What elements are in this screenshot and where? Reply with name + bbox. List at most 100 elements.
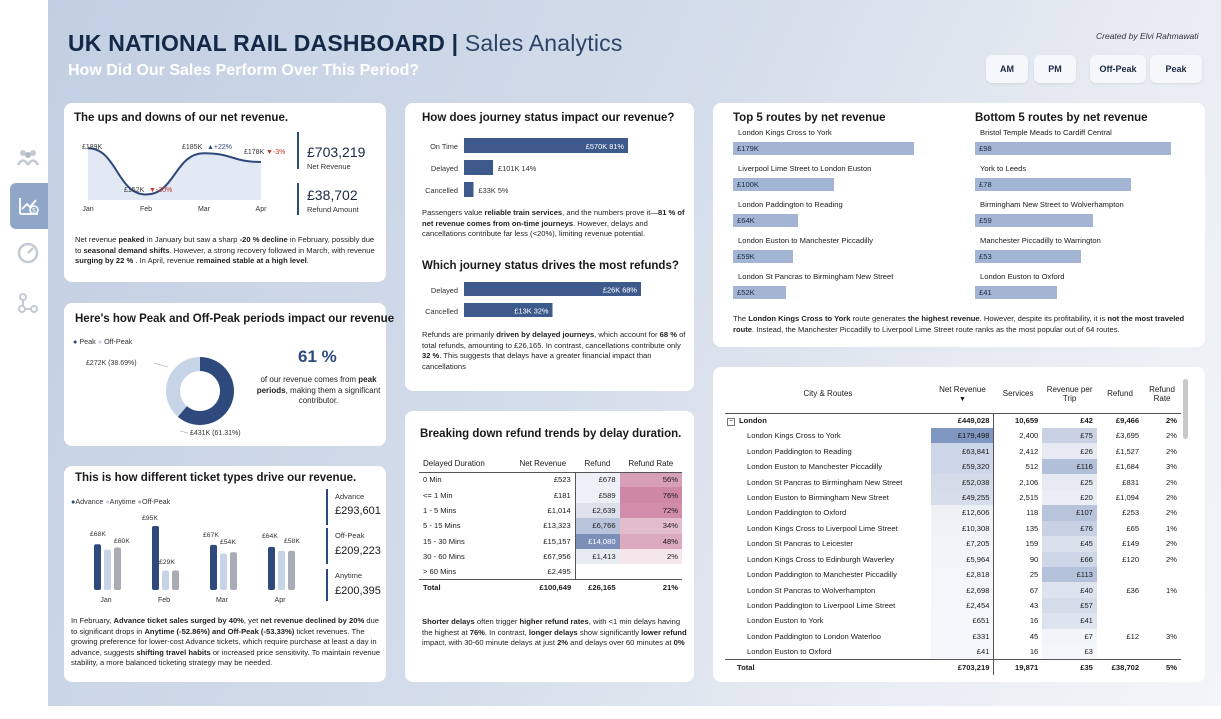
services-cell: 2,412 <box>1019 446 1039 456</box>
table-row[interactable]: London Euston to Oxford £41 16 £3 <box>725 644 1181 660</box>
route-cell: London Paddington to Liverpool Lime Stre… <box>747 601 896 611</box>
route-bar <box>733 250 793 263</box>
revenue-card-title: The ups and downs of our net revenue. <box>74 112 289 124</box>
group-name-cell[interactable]: − London <box>727 415 767 426</box>
delay-insight-text: Shorter delays often trigger higher refu… <box>422 617 687 647</box>
net-revenue-cell: £651 <box>930 613 995 629</box>
refund-rate-cell: 2% <box>1166 431 1177 441</box>
refund-cell: £1,684 <box>1115 462 1140 472</box>
status-bar <box>464 138 628 153</box>
table-row[interactable]: London Paddington to Manchester Piccadil… <box>725 566 1181 583</box>
gauge-icon <box>17 242 39 264</box>
bar-value-label: £60K <box>114 538 130 545</box>
table-row[interactable]: London St Pancras to Leicester £7,205 159 £… <box>725 536 1181 552</box>
anytime-kpi-value: £200,395 <box>335 585 381 597</box>
table-row[interactable]: London St Pancras to Birmingham New Stre… <box>725 474 1181 490</box>
route-bar <box>733 178 835 191</box>
filter-peak-button[interactable]: Peak <box>1150 55 1202 83</box>
bar-value-label: £64K <box>262 533 278 540</box>
x-tick-label: Feb <box>140 206 152 213</box>
refund-cell <box>1097 598 1143 613</box>
table-row[interactable]: London Kings Cross to Liverpool Lime Str… <box>725 520 1181 537</box>
bar-advance-feb <box>152 526 159 590</box>
net-revenue-cell: £2,818 <box>930 566 995 583</box>
filter-am-button[interactable]: AM <box>986 55 1028 83</box>
change-label: ▲+22% <box>207 144 232 151</box>
col-header-revenue-per-trip[interactable]: Revenue per Trip <box>1046 384 1093 403</box>
group-row-london[interactable]: − London £449,028 10,659 £42 £9,466 2% <box>725 413 1181 428</box>
revenue-per-trip-cell: £75 <box>1042 428 1097 444</box>
peak-card-title: Here's how Peak and Off-Peak periods imp… <box>75 313 395 325</box>
col-header-refund[interactable]: Refund <box>1107 389 1133 399</box>
refund-cell: £589 <box>575 487 620 503</box>
collapse-toggle-icon[interactable]: − <box>727 417 735 426</box>
bar-anytime-jan <box>104 549 111 590</box>
col-header-services[interactable]: Services <box>1002 389 1034 399</box>
status-card: How does journey status impact our reven… <box>405 103 694 391</box>
table-row[interactable]: London Euston to York £651 16 £41 <box>725 613 1181 629</box>
refund-rate-cell <box>1143 598 1181 613</box>
revenue-insight-text: Net revenue peaked in January but saw a … <box>75 235 375 265</box>
table-row[interactable]: London Paddington to London Waterloo £331… <box>725 628 1181 645</box>
total-cell: Total <box>737 662 755 672</box>
col-header-city[interactable]: City & Routes <box>803 389 853 399</box>
route-cell: London Euston to Manchester Piccadilly <box>747 462 883 472</box>
anytime-kpi-label: Anytime <box>335 571 363 580</box>
filter-pm-button[interactable]: PM <box>1034 55 1076 83</box>
table-row[interactable]: London Euston to Birmingham New Street £4… <box>725 489 1181 506</box>
table-row[interactable]: London Kings Cross to Edinburgh Waverley… <box>725 551 1181 567</box>
table-row[interactable]: London Kings Cross to York £179,498 2,400 £… <box>725 428 1181 444</box>
services-cell: 45 <box>1029 631 1039 641</box>
table-row[interactable]: London Paddington to Reading £63,841 2,412… <box>725 443 1181 459</box>
net-revenue-cell: £2,698 <box>930 582 995 598</box>
ticket-legend: ●Advance ●Anytime ●Off-Peak <box>71 497 171 506</box>
total-refund-rate: 21% <box>662 583 678 593</box>
refund-status-label: Delayed <box>431 286 458 295</box>
group-cell: 10,659 <box>1015 416 1039 426</box>
net-revenue-cell: £181 <box>510 487 576 503</box>
status-label: Cancelled <box>425 186 458 195</box>
filter-offpeak-button[interactable]: Off-Peak <box>1090 55 1146 83</box>
status-refund-bar-chart: Delayed £26K 68% Cancelled £13K 32% <box>425 282 641 317</box>
table-row[interactable]: London Paddington to Liverpool Lime Stre… <box>725 597 1181 614</box>
services-cell: 512 <box>1025 462 1039 472</box>
services-cell: 2,400 <box>1019 431 1039 441</box>
route-bar <box>975 178 1131 191</box>
col-header-refund-rate[interactable]: Refund Rate <box>1149 384 1175 403</box>
x-tick-label: Apr <box>256 206 268 213</box>
col-header[interactable]: Refund Rate <box>628 459 674 469</box>
x-tick-label: Mar <box>198 206 211 213</box>
offpeak-legend-marker: ● <box>97 337 103 346</box>
net-revenue-cell: £52,038 <box>930 474 995 490</box>
total-cell: £703,219 <box>930 659 995 675</box>
group-cell: £42 <box>1080 416 1093 426</box>
refund-cell <box>1097 613 1143 628</box>
net-revenue-cell: £523 <box>510 472 576 488</box>
net-revenue-cell: £2,454 <box>930 597 995 614</box>
table-row[interactable]: London Euston to Manchester Piccadilly £5… <box>725 458 1181 475</box>
peak-legend-marker: ● <box>73 337 78 346</box>
refund-rate-cell: 1% <box>1166 585 1177 595</box>
nav-gauge[interactable] <box>8 230 48 276</box>
net-revenue-line-chart: £189K £152K £185K £178K ▼-20% ▲+22% ▼-3% Jan Feb… <box>82 144 285 213</box>
route-value: £179K <box>737 144 759 153</box>
bar-anytime-apr <box>278 550 285 590</box>
nav-people[interactable] <box>8 134 48 180</box>
refund-cell: £253 <box>1122 508 1140 518</box>
table-row[interactable]: London Paddington to Oxford £12,606 118 £10… <box>725 505 1181 521</box>
nav-sales[interactable]: $ <box>10 183 48 229</box>
col-header[interactable]: Net Revenue <box>519 459 567 469</box>
route-name: Liverpool Lime Street to London Euston <box>738 164 872 173</box>
refund-cell: £1,413 <box>575 548 620 565</box>
route-cell: London St Pancras to Birmingham New Stre… <box>747 477 903 487</box>
col-header[interactable]: Refund <box>584 459 611 469</box>
nav-network[interactable] <box>8 280 48 326</box>
ticket-card: This is how different ticket types drive… <box>64 466 386 682</box>
offpeak-legend-marker: ● <box>137 497 142 506</box>
col-header[interactable]: Delayed Duration <box>423 459 485 469</box>
table-scrollbar[interactable] <box>1183 379 1188 439</box>
table-row[interactable]: London St Pancras to Wolverhampton £2,698… <box>725 582 1181 598</box>
kpi-divider <box>297 132 299 169</box>
refund-cell: £3,695 <box>1115 431 1140 441</box>
col-header-net-revenue[interactable]: Net Revenue ▼ <box>939 384 986 403</box>
